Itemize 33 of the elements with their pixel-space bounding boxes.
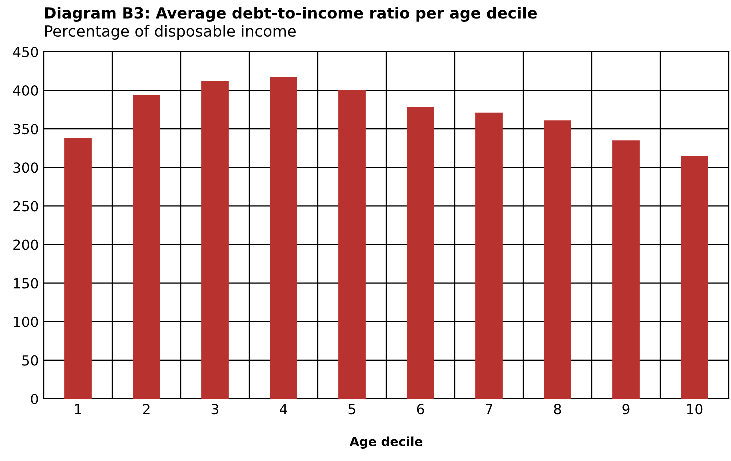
x-tick-label: 7 — [486, 404, 492, 414]
x-tick-label: 5 — [348, 404, 356, 415]
x-tick-label: 2 — [143, 404, 150, 414]
y-tick-label: 350 — [14, 124, 38, 135]
y-tick-label: 250 — [14, 201, 38, 212]
x-tick-label: 3 — [212, 404, 219, 415]
y-tick-label: 50 — [22, 355, 38, 366]
bar — [407, 108, 434, 399]
x-tick-label: 10 — [687, 404, 703, 415]
bar — [612, 140, 640, 399]
bar — [681, 156, 708, 399]
y-tick-label: 300 — [14, 162, 38, 174]
y-tick-label: 200 — [14, 240, 38, 250]
y-tick-label: 450 — [13, 46, 38, 58]
y-tick-label: 100 — [14, 316, 38, 328]
x-tick-label: 8 — [554, 404, 562, 415]
x-axis-title: Age decile — [350, 436, 423, 449]
bar — [476, 112, 503, 399]
bar — [202, 81, 229, 399]
bar — [544, 120, 572, 399]
y-tick-label: 400 — [13, 86, 38, 96]
chart-title: Diagram B3: Average debt-to-income ratio per age decile — [45, 7, 538, 22]
chart-subtitle: Percentage of disposable income — [46, 25, 296, 40]
x-tick-label: 9 — [622, 404, 630, 415]
x-tick-label: 4 — [280, 404, 288, 414]
bar — [338, 90, 366, 399]
bar — [270, 77, 298, 399]
x-tick-label: 1 — [75, 404, 82, 414]
bar — [64, 138, 92, 399]
x-tick-label: 6 — [417, 404, 424, 415]
y-tick-label: 150 — [14, 278, 38, 289]
bar — [133, 95, 160, 399]
y-tick-label: 0 — [31, 394, 38, 404]
